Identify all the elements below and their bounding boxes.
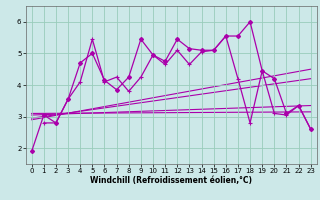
X-axis label: Windchill (Refroidissement éolien,°C): Windchill (Refroidissement éolien,°C) <box>90 176 252 185</box>
